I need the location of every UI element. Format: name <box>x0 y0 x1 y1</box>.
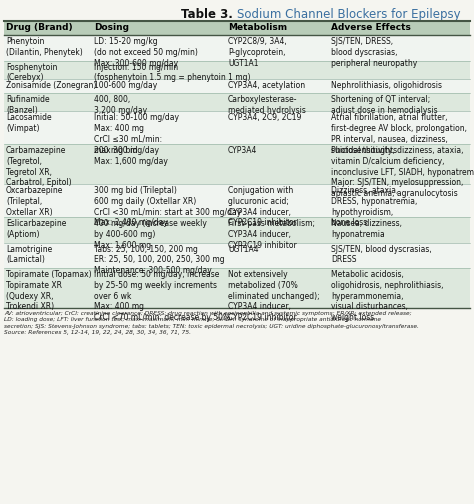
Text: Nephrolithiasis, oligohidrosis: Nephrolithiasis, oligohidrosis <box>331 81 442 90</box>
Text: 400 mg/day (increase weekly
by 400-600 mg)
Max: 1,600 mg: 400 mg/day (increase weekly by 400-600 m… <box>94 219 207 249</box>
Text: Photosensitivity, dizziness, ataxia,
vitamin D/calcium deficiency,
inconclusive : Photosensitivity, dizziness, ataxia, vit… <box>331 146 474 198</box>
Text: Carbamazepine
(Tegretol,
Tegretol XR,
Carbatrol, Epitol): Carbamazepine (Tegretol, Tegretol XR, Ca… <box>6 146 72 187</box>
Text: Tabs: 25, 100, 150, 200 mg
ER: 25, 50, 100, 200, 250, 300 mg
Maintenance: 300-50: Tabs: 25, 100, 150, 200 mg ER: 25, 50, 1… <box>94 244 225 275</box>
Text: Fosphenytoin
(Cerebyx): Fosphenytoin (Cerebyx) <box>6 62 57 82</box>
Text: Phenytoin
(Dilantin, Phenytek): Phenytoin (Dilantin, Phenytek) <box>6 37 83 57</box>
Text: Oxcarbazepine
(Trileptal,
Oxtellar XR): Oxcarbazepine (Trileptal, Oxtellar XR) <box>6 186 64 217</box>
Bar <box>4 268 470 308</box>
Text: 400, 800,
3,200 mg/day: 400, 800, 3,200 mg/day <box>94 95 147 115</box>
Text: Sodium Channel Blockers for Epilepsy: Sodium Channel Blockers for Epilepsy <box>237 8 461 21</box>
Bar <box>4 60 470 79</box>
Text: UGT1A4: UGT1A4 <box>228 244 259 254</box>
Text: Shortening of QT interval;
adjust dose in hemodialysis: Shortening of QT interval; adjust dose i… <box>331 95 438 115</box>
Text: CYP3A4: CYP3A4 <box>228 146 257 155</box>
Text: Not extensively
metabolized (70%
eliminated unchanged);
CYP3A4 inducer,
CYP2C19 : Not extensively metabolized (70% elimina… <box>228 270 319 322</box>
Text: Injection: 150 mg/min
(fosphenytoin 1.5 mg = phenytoin 1 mg): Injection: 150 mg/min (fosphenytoin 1.5 … <box>94 62 250 82</box>
Text: Atrial fibrillation, atrial flutter,
first-degree AV block, prolongation,
PR int: Atrial fibrillation, atrial flutter, fir… <box>331 113 467 155</box>
Text: Carboxylesterase-
mediated hydrolysis: Carboxylesterase- mediated hydrolysis <box>228 95 306 115</box>
Text: AV: atrioventricular; CrCl: creatinine clearance; DRESS: drug reaction with eosi: AV: atrioventricular; CrCl: creatinine c… <box>4 311 419 335</box>
Text: Adverse Effects: Adverse Effects <box>331 24 411 32</box>
Text: Dosing: Dosing <box>94 24 129 32</box>
Text: Zonisamide (Zonegran): Zonisamide (Zonegran) <box>6 81 96 90</box>
Text: SJS/TEN, DRESS,
blood dyscrasias,
peripheral neuropathy: SJS/TEN, DRESS, blood dyscrasias, periph… <box>331 37 417 68</box>
Bar <box>4 93 470 111</box>
Text: Nausea, dizziness,
hyponatremia: Nausea, dizziness, hyponatremia <box>331 219 402 239</box>
Text: Initial: 50-100 mg/day
Max: 400 mg
CrCl ≤30 mL/min:
max 300 mg/day: Initial: 50-100 mg/day Max: 400 mg CrCl … <box>94 113 179 155</box>
Text: First-pass metabolism;
CYP3A4 inducer,
CYP2C19 inhibitor: First-pass metabolism; CYP3A4 inducer, C… <box>228 219 315 249</box>
Text: CYP2C8/9, 3A4,
P-glycoprotein,
UGT1A1: CYP2C8/9, 3A4, P-glycoprotein, UGT1A1 <box>228 37 287 68</box>
Bar <box>4 21 470 308</box>
Text: Dizziness, ataxia,
DRESS, hyponatremia,
hypothyroidism,
bone loss: Dizziness, ataxia, DRESS, hyponatremia, … <box>331 186 418 227</box>
Text: Metabolic acidosis,
oligohidrosis, nephrolithiasis,
hyperammonemia,
visual distu: Metabolic acidosis, oligohidrosis, nephr… <box>331 270 444 322</box>
Text: Rufinamide
(Banzel): Rufinamide (Banzel) <box>6 95 50 115</box>
Text: Metabolism: Metabolism <box>228 24 287 32</box>
Text: LD: 15-20 mg/kg
(do not exceed 50 mg/min)
Max: 300-600 mg/day: LD: 15-20 mg/kg (do not exceed 50 mg/min… <box>94 37 198 68</box>
Text: CYP3A4, 2C9, 2C19: CYP3A4, 2C9, 2C19 <box>228 113 301 122</box>
Text: Conjugation with
glucuronic acid;
CYP3A4 inducer,
CYP2C19 inhibitor: Conjugation with glucuronic acid; CYP3A4… <box>228 186 297 227</box>
Text: Initial dose: 50 mg/day, increase
by 25-50 mg weekly increments
over 6 wk
Max: 4: Initial dose: 50 mg/day, increase by 25-… <box>94 270 230 322</box>
Text: 300 mg bid (Trileptal)
600 mg daily (Oxtellar XR)
CrCl <30 mL/min: start at 300 : 300 mg bid (Trileptal) 600 mg daily (Oxt… <box>94 186 241 227</box>
Text: Drug (Brand): Drug (Brand) <box>6 24 73 32</box>
Bar <box>4 217 470 242</box>
Bar <box>4 144 470 184</box>
Text: Lamotrigine
(Lamictal): Lamotrigine (Lamictal) <box>6 244 52 265</box>
Text: SJS/TEN, blood dyscrasias,
DRESS: SJS/TEN, blood dyscrasias, DRESS <box>331 244 432 265</box>
Text: Eslicarbazepine
(Aptiom): Eslicarbazepine (Aptiom) <box>6 219 66 239</box>
Text: Topiramate (Topamax)
Topiramate XR
(Qudexy XR,
Trokendi XR): Topiramate (Topamax) Topiramate XR (Qude… <box>6 270 91 311</box>
Text: Table 3.: Table 3. <box>181 8 237 21</box>
Text: 200 mg bid
Max: 1,600 mg/day: 200 mg bid Max: 1,600 mg/day <box>94 146 168 166</box>
Text: CYP3A4, acetylation: CYP3A4, acetylation <box>228 81 305 90</box>
Text: 100-600 mg/day: 100-600 mg/day <box>94 81 157 90</box>
Text: Lacosamide
(Vimpat): Lacosamide (Vimpat) <box>6 113 52 133</box>
Bar <box>4 21 470 35</box>
